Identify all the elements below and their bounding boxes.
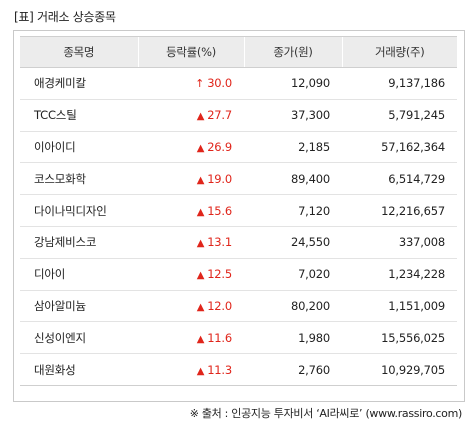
change-rate-value: 13.1 — [207, 235, 232, 250]
stock-name: 신성이엔지 — [20, 321, 138, 355]
closing-price: 80,200 — [244, 290, 342, 323]
up-triangle-icon: ▲ — [196, 111, 205, 123]
table-row: 대원화성 ▲ 11.3 2,760 10,929,705 — [20, 353, 457, 386]
up-triangle-icon: ▲ — [196, 333, 205, 345]
closing-price: 24,550 — [244, 226, 342, 259]
trading-volume: 1,234,228 — [342, 258, 457, 291]
change-rate-value: 27.7 — [207, 108, 232, 123]
column-header-name: 종목명 — [20, 36, 138, 68]
closing-price: 7,020 — [244, 258, 342, 291]
trading-volume: 5,791,245 — [342, 99, 457, 132]
source-note: ※ 출처 : 인공지능 투자비서 ‘AI라씨로’ (www.rassiro.co… — [189, 407, 463, 420]
change-rate-cell: ↑ 30.0 — [138, 67, 244, 100]
column-header-price: 종가(원) — [243, 36, 342, 68]
trading-volume: 12,216,657 — [342, 194, 457, 227]
table-header-row: 종목명 등락률(%) 종가(원) 거래량(주) — [20, 36, 457, 68]
up-triangle-icon: ▲ — [196, 174, 205, 186]
stock-name: 코스모화학 — [20, 162, 138, 196]
stock-name: 디아이 — [20, 258, 138, 291]
trading-volume: 10,929,705 — [342, 353, 457, 386]
trading-volume: 1,151,009 — [342, 290, 457, 323]
change-rate-value: 19.0 — [207, 171, 232, 186]
table-panel: 종목명 등락률(%) 종가(원) 거래량(주) 애경케미칼 ↑ 30.0 12,090… — [13, 30, 465, 402]
change-rate-value: 11.6 — [207, 330, 232, 345]
change-rate-value: 15.6 — [207, 203, 232, 218]
table-row: 강남제비스코 ▲ 13.1 24,550 337,008 — [20, 226, 457, 259]
table-row: 이아이디 ▲ 26.9 2,185 57,162,364 — [20, 131, 457, 164]
change-rate-value: 12.0 — [207, 298, 232, 313]
change-rate-cell: ▲ 12.0 — [138, 290, 244, 323]
change-rate-value: 30.0 — [207, 76, 232, 91]
stock-name: 삼아알미늄 — [20, 290, 138, 323]
up-triangle-icon: ▲ — [196, 270, 205, 282]
table-row: 신성이엔지 ▲ 11.6 1,980 15,556,025 — [20, 321, 457, 355]
change-rate-cell: ▲ 26.9 — [138, 131, 244, 164]
change-rate-cell: ▲ 11.3 — [138, 353, 244, 386]
closing-price: 7,120 — [244, 194, 342, 227]
table-row: 삼아알미늄 ▲ 12.0 80,200 1,151,009 — [20, 290, 457, 323]
table-caption: [표] 거래소 상승종목 — [14, 10, 116, 24]
table-row: 디아이 ▲ 12.5 7,020 1,234,228 — [20, 258, 457, 291]
stock-name: 이아이디 — [20, 131, 138, 164]
table-row: 애경케미칼 ↑ 30.0 12,090 9,137,186 — [20, 67, 457, 100]
stock-name: 대원화성 — [20, 353, 138, 386]
change-rate-cell: ▲ 27.7 — [138, 99, 244, 132]
closing-price: 37,300 — [244, 99, 342, 132]
trading-volume: 15,556,025 — [342, 321, 457, 355]
trading-volume: 6,514,729 — [342, 162, 457, 196]
closing-price: 2,760 — [244, 353, 342, 386]
table-body: 애경케미칼 ↑ 30.0 12,090 9,137,186 TCC스틸 ▲ 27.7 37,30… — [20, 67, 457, 386]
closing-price: 89,400 — [244, 162, 342, 196]
table-row: 다이나믹디자인 ▲ 15.6 7,120 12,216,657 — [20, 194, 457, 227]
change-rate-value: 12.5 — [207, 267, 232, 282]
up-triangle-icon: ▲ — [196, 142, 205, 154]
table-row: 코스모화학 ▲ 19.0 89,400 6,514,729 — [20, 162, 457, 196]
trading-volume: 57,162,364 — [342, 131, 457, 164]
up-triangle-icon: ▲ — [196, 238, 205, 250]
change-rate-cell: ▲ 15.6 — [138, 194, 244, 227]
change-rate-cell: ▲ 12.5 — [138, 258, 244, 291]
change-rate-value: 26.9 — [207, 139, 232, 154]
thin-up-arrow-icon: ↑ — [195, 77, 205, 91]
change-rate-value: 11.3 — [207, 362, 232, 377]
trading-volume: 337,008 — [342, 226, 457, 259]
closing-price: 12,090 — [244, 67, 342, 100]
stock-name: 강남제비스코 — [20, 226, 138, 259]
up-triangle-icon: ▲ — [196, 301, 205, 313]
stock-name: 다이나믹디자인 — [20, 194, 138, 227]
column-header-volume: 거래량(주) — [341, 36, 457, 68]
change-rate-cell: ▲ 19.0 — [138, 162, 244, 196]
up-triangle-icon: ▲ — [196, 206, 205, 218]
table-row: TCC스틸 ▲ 27.7 37,300 5,791,245 — [20, 99, 457, 132]
stock-name: 애경케미칼 — [20, 67, 138, 100]
change-rate-cell: ▲ 11.6 — [138, 321, 244, 355]
closing-price: 1,980 — [244, 321, 342, 355]
closing-price: 2,185 — [244, 131, 342, 164]
stock-table: 종목명 등락률(%) 종가(원) 거래량(주) 애경케미칼 ↑ 30.0 12,090… — [20, 36, 457, 386]
change-rate-cell: ▲ 13.1 — [138, 226, 244, 259]
trading-volume: 9,137,186 — [342, 67, 457, 100]
stock-name: TCC스틸 — [20, 99, 138, 132]
up-triangle-icon: ▲ — [196, 365, 205, 377]
column-header-change: 등락률(%) — [137, 36, 244, 68]
